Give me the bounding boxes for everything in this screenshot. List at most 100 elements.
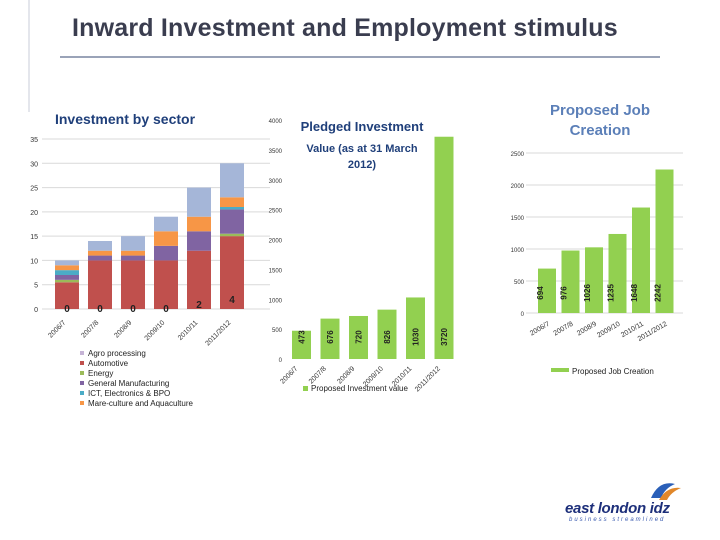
bar [538, 268, 556, 313]
bar-segment [187, 231, 211, 251]
chart-title-line2: Creation [570, 122, 631, 139]
x-tick-label: 2009/10 [144, 319, 167, 342]
y-tick-label: 1000 [269, 298, 283, 304]
bar-segment [121, 255, 145, 261]
data-label: 1030 [412, 328, 421, 346]
x-tick-label: 2007/8 [80, 319, 100, 339]
data-label: 3720 [440, 328, 449, 346]
y-tick-label: 500 [514, 280, 525, 286]
legend-label: General Manufacturing [88, 379, 169, 388]
data-label: 0 [163, 304, 169, 315]
logo-text: east london idz [565, 500, 670, 517]
bar-segment [220, 236, 244, 309]
bar [349, 315, 368, 359]
x-tick-label: 2007/8 [552, 321, 574, 338]
bar-segment [121, 236, 145, 251]
x-tick-label: 2008/9 [113, 319, 133, 339]
bar [434, 136, 454, 359]
data-label: 720 [355, 330, 364, 344]
y-tick-label: 35 [30, 137, 38, 144]
bar-segment [88, 260, 112, 309]
bar [406, 297, 425, 359]
y-tick-label: 10 [30, 258, 38, 265]
bar [608, 233, 627, 313]
y-tick-label: 5 [34, 283, 38, 290]
chart-subtitle: Value (as at 31 March [306, 143, 418, 155]
legend-swatch [80, 351, 84, 355]
y-tick-label: 30 [30, 161, 38, 168]
x-tick-label: 2009/10 [596, 321, 622, 340]
page-title: Inward Investment and Employment stimulu… [72, 14, 618, 42]
bar-segment [187, 187, 211, 217]
legend-label: Mare-culture and Aquaculture [88, 399, 194, 408]
y-tick-label: 20 [30, 210, 38, 217]
bar [377, 309, 397, 359]
chart-title: Investment by sector [55, 111, 196, 127]
y-tick-label: 1500 [269, 268, 283, 274]
y-tick-label: 1000 [511, 248, 525, 254]
decorative-rule [28, 0, 30, 112]
y-tick-label: 15 [30, 234, 38, 241]
data-label: 694 [536, 286, 545, 300]
bar-segment [88, 241, 112, 251]
data-label: 976 [560, 286, 569, 300]
x-tick-label: 2011/2012 [414, 365, 442, 393]
x-tick-label: 2011/2012 [204, 319, 232, 347]
bar [585, 247, 603, 313]
chart-title: Pledged Investment [301, 119, 424, 134]
y-tick-label: 25 [30, 186, 38, 193]
logo-swirl-icon [651, 483, 681, 500]
y-tick-label: 0 [521, 312, 525, 318]
x-tick-label: 2007/8 [308, 365, 328, 385]
y-tick-label: 2000 [511, 184, 525, 190]
investment-by-sector-chart: Investment by sector 0 0 0 0 2 4 2006/7 2007/8… [30, 111, 270, 408]
y-tick-label: 2500 [269, 209, 283, 215]
bar [655, 169, 674, 313]
y-tick-label: 4000 [269, 119, 283, 125]
y-tick-label: 2500 [511, 152, 525, 158]
legend-swatch [80, 361, 84, 365]
bar-segment [88, 255, 112, 261]
bar-segment [55, 270, 79, 275]
y-tick-label: 500 [272, 328, 283, 334]
bar-segment [154, 231, 178, 246]
bar-segment [88, 250, 112, 256]
x-tick-label: 2008/9 [576, 321, 598, 338]
bar-segment [220, 207, 244, 210]
logo-tagline: business streamlined [569, 517, 666, 523]
data-label: 1026 [583, 284, 592, 302]
data-label: 473 [298, 330, 307, 344]
data-label: 2242 [654, 284, 663, 302]
bar-segment [55, 282, 79, 309]
bar-segment [55, 279, 79, 283]
y-tick-label: 2000 [269, 239, 283, 245]
y-tick-label: 1500 [511, 216, 525, 222]
y-tick-label: 3000 [269, 179, 283, 185]
data-label: 4 [229, 295, 235, 306]
legend-label: Agro processing [88, 349, 146, 358]
data-label: 2 [196, 300, 202, 311]
data-label: 0 [64, 304, 70, 315]
bar-segment [55, 265, 79, 271]
bar-segment [121, 260, 145, 309]
legend-swatch [303, 386, 308, 391]
legend-swatch [80, 401, 84, 405]
data-label: 1648 [630, 284, 639, 302]
bar [632, 207, 650, 313]
title-underline [60, 56, 660, 58]
legend-label: ICT, Electronics & BPO [88, 389, 170, 398]
bar-segment [220, 197, 244, 207]
bar-segment [220, 209, 244, 234]
x-tick-label: 2006/7 [279, 365, 299, 385]
legend-swatch [80, 381, 84, 385]
chart-subtitle-line2: 2012) [348, 159, 376, 171]
bar-segment [154, 245, 178, 261]
bar-segment [187, 216, 211, 232]
bar [561, 250, 580, 313]
y-tick-label: 0 [34, 307, 38, 314]
legend-swatch [80, 371, 84, 375]
legend-swatch [80, 391, 84, 395]
x-tick-label: 2006/7 [47, 319, 67, 339]
bar-segment [55, 275, 79, 280]
